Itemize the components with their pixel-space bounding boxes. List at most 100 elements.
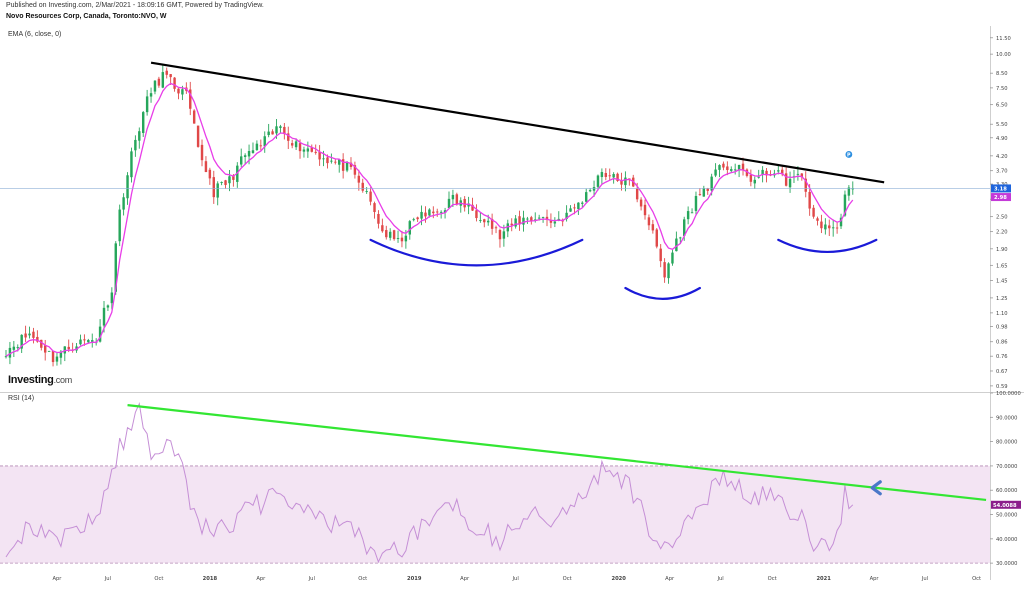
candle: [831, 219, 835, 237]
price-tick-label: 1.25: [996, 296, 1008, 302]
candle: [310, 144, 314, 153]
candle: [138, 127, 141, 149]
candle: [577, 202, 580, 215]
price-tick-label: 1.65: [996, 263, 1008, 269]
candle: [71, 342, 74, 353]
candle: [63, 346, 67, 362]
candle: [12, 340, 16, 358]
candle: [741, 157, 745, 176]
candle: [620, 172, 623, 191]
candle: [130, 147, 133, 183]
price-tick-label: 6.50: [996, 103, 1008, 109]
candle: [624, 171, 627, 192]
candle: [377, 210, 380, 229]
time-tick-label: 2021: [816, 576, 831, 582]
candle: [581, 201, 584, 208]
candle: [655, 228, 658, 249]
candle: [392, 229, 396, 241]
time-tick-label: Oct: [972, 576, 981, 582]
candle: [522, 210, 525, 232]
candle: [643, 199, 647, 220]
rsi-tick-label: 80.0000: [996, 440, 1017, 446]
price-tick-label: 2.20: [996, 230, 1008, 236]
candle: [808, 184, 811, 216]
candle: [318, 145, 321, 166]
rsi-axis-ticks: 100.0000 90.0000 80.0000 70.0000 60.0000 50.0…: [990, 391, 1021, 567]
candle: [804, 171, 807, 198]
candle: [255, 140, 259, 151]
candle: [694, 191, 698, 216]
price-tick-label: 0.67: [996, 369, 1008, 375]
published-caption: Published on Investing.com, 2/Mar/2021 -…: [6, 2, 264, 9]
candle: [32, 327, 35, 344]
head-pattern-curve: [624, 286, 701, 300]
rsi-line: [5, 401, 854, 564]
price-tick-label: 5.50: [996, 122, 1008, 128]
candle: [698, 188, 702, 196]
time-tick-label: Oct: [358, 576, 367, 582]
candle: [385, 225, 388, 240]
ema-indicator-label: EMA (6, close, 0): [8, 31, 62, 38]
time-tick-label: 2018: [203, 576, 218, 582]
candle: [334, 159, 337, 165]
rsi-tick-label: 40.0000: [996, 537, 1017, 543]
logo-suffix: .com: [53, 375, 73, 385]
rsi-trendline: [127, 404, 987, 502]
candle: [514, 215, 517, 229]
candle: [757, 169, 760, 179]
last-price-label: 3.18: [994, 186, 1007, 192]
candle: [816, 216, 819, 226]
candle: [98, 319, 102, 343]
candle: [149, 87, 153, 103]
candle: [216, 181, 219, 206]
candle: [420, 205, 423, 226]
candle: [302, 146, 306, 158]
time-tick-label: Jul: [308, 576, 315, 582]
price-tick-label: 1.90: [996, 247, 1008, 253]
price-event-marker-letter: P: [847, 152, 851, 158]
candle: [494, 225, 498, 234]
rsi-tick-label: 90.0000: [996, 415, 1017, 421]
candle: [518, 210, 521, 231]
candle: [569, 205, 572, 212]
time-tick-label: Apr: [52, 576, 62, 582]
candle: [447, 191, 451, 209]
time-tick-label: Jul: [921, 576, 928, 582]
candle: [290, 139, 294, 149]
candle: [204, 156, 208, 173]
rsi-indicator-label: RSI (14): [8, 395, 35, 402]
time-tick-label: Oct: [154, 576, 163, 582]
time-tick-label: Apr: [460, 576, 470, 582]
candle: [263, 131, 266, 153]
candle: [8, 341, 12, 365]
candle: [192, 109, 196, 124]
time-tick-label: Apr: [256, 576, 266, 582]
candle: [357, 169, 361, 191]
candle: [718, 164, 721, 178]
candle: [659, 244, 662, 268]
candle: [667, 262, 670, 284]
price-tick-label: 1.10: [996, 311, 1008, 317]
candle: [847, 185, 851, 201]
price-trendline: [150, 61, 885, 184]
price-tick-label: 4.90: [996, 136, 1008, 142]
time-tick-label: 2020: [611, 576, 626, 582]
candle: [726, 161, 729, 176]
candle: [753, 176, 756, 189]
candle: [369, 187, 372, 206]
candle: [91, 333, 94, 348]
candle: [745, 168, 749, 178]
candle: [686, 206, 690, 225]
candle: [259, 139, 263, 151]
price-event-marker[interactable]: [845, 151, 853, 158]
rsi-tick-label: 30.0000: [996, 561, 1017, 567]
price-tick-label: 4.20: [996, 154, 1008, 160]
candle: [361, 178, 364, 193]
candle: [353, 161, 357, 179]
candle: [157, 76, 161, 88]
candle: [545, 209, 549, 227]
right-shoulder-pattern-curve: [777, 238, 878, 253]
candle: [43, 339, 47, 361]
candle: [671, 249, 674, 266]
